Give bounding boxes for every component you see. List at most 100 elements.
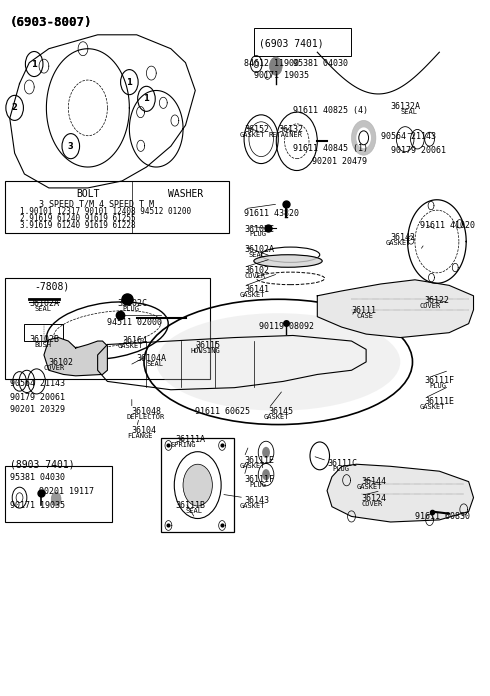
Text: 36115: 36115 — [196, 341, 220, 350]
Circle shape — [356, 127, 371, 148]
Text: BOLT: BOLT — [76, 189, 99, 199]
Text: SPRING: SPRING — [171, 442, 196, 448]
Text: (6903-8007): (6903-8007) — [10, 16, 92, 29]
Circle shape — [183, 464, 212, 506]
Text: PLUG: PLUG — [249, 231, 266, 237]
Text: 36164: 36164 — [122, 336, 147, 345]
Text: 361048: 361048 — [132, 407, 162, 416]
Text: (6903-8007): (6903-8007) — [10, 16, 92, 29]
Bar — [254, 28, 351, 56]
Text: GASKET: GASKET — [386, 240, 411, 246]
Text: GASKET: GASKET — [239, 292, 265, 298]
Text: 90201 20479: 90201 20479 — [313, 157, 368, 166]
Text: 90564 21143: 90564 21143 — [381, 132, 436, 141]
Text: GASKET: GASKET — [239, 463, 265, 469]
Text: 36141: 36141 — [244, 285, 269, 294]
Text: 36122: 36122 — [425, 296, 450, 305]
Text: GASKET: GASKET — [117, 343, 143, 349]
Text: SEAL: SEAL — [34, 306, 51, 313]
Text: (8903 7401): (8903 7401) — [10, 459, 74, 469]
Text: 36111B: 36111B — [176, 501, 206, 510]
Circle shape — [270, 57, 282, 75]
Bar — [5, 466, 112, 522]
Text: 36104: 36104 — [132, 426, 157, 435]
Bar — [5, 278, 210, 379]
Circle shape — [51, 492, 61, 506]
Text: 36102B: 36102B — [29, 335, 59, 345]
Bar — [5, 181, 229, 233]
Text: 2.91619 61240 91619 61255: 2.91619 61240 91619 61255 — [20, 214, 135, 223]
Text: 36102: 36102 — [49, 358, 74, 367]
Text: SEAL: SEAL — [186, 508, 202, 514]
Text: (6903 7401): (6903 7401) — [259, 38, 323, 48]
Text: 36111C: 36111C — [327, 459, 357, 468]
Circle shape — [262, 469, 270, 480]
Text: 36145: 36145 — [269, 407, 294, 416]
Text: 3 SPEED T/M 4 SPEED T M: 3 SPEED T/M 4 SPEED T M — [39, 199, 154, 208]
Text: COVER: COVER — [244, 273, 265, 279]
Text: 95381 04030: 95381 04030 — [293, 59, 348, 68]
Text: 36111F: 36111F — [244, 475, 274, 484]
Text: 91611 60830: 91611 60830 — [415, 512, 470, 521]
Text: 91611 40845 (1): 91611 40845 (1) — [293, 144, 368, 153]
Text: 36102A: 36102A — [244, 245, 274, 254]
Text: 1: 1 — [126, 78, 132, 86]
Text: 90564 21143: 90564 21143 — [10, 379, 65, 388]
Text: 90201 19117: 90201 19117 — [39, 487, 94, 496]
Text: 90179 20061: 90179 20061 — [391, 146, 445, 155]
Text: 36102C: 36102C — [244, 225, 274, 234]
Text: 3.91619 61240 91619 61228: 3.91619 61240 91619 61228 — [20, 221, 135, 230]
Text: 36132A: 36132A — [391, 102, 420, 111]
Text: 36102: 36102 — [244, 266, 269, 275]
Text: 36142: 36142 — [391, 233, 416, 242]
Text: 91611 40825 (4): 91611 40825 (4) — [293, 106, 368, 115]
Text: 36102A: 36102A — [29, 299, 59, 308]
Text: SEAL: SEAL — [147, 361, 164, 367]
Text: COVER: COVER — [361, 501, 383, 507]
Text: 90179 20061: 90179 20061 — [10, 393, 65, 402]
Polygon shape — [327, 464, 473, 522]
Bar — [161, 438, 234, 532]
Polygon shape — [44, 338, 107, 376]
Text: 95381 04030: 95381 04030 — [10, 473, 65, 482]
Text: BUSH: BUSH — [34, 342, 51, 349]
Text: GASKET: GASKET — [239, 503, 265, 509]
Text: PLUG: PLUG — [122, 306, 139, 313]
Text: 1: 1 — [31, 60, 37, 68]
Text: -7808): -7808) — [34, 282, 70, 292]
Circle shape — [262, 447, 270, 458]
Text: 36124: 36124 — [361, 494, 386, 503]
Text: 36111F: 36111F — [425, 376, 455, 385]
Text: DEFLECTOR: DEFLECTOR — [127, 414, 165, 420]
Text: COVER: COVER — [420, 303, 441, 309]
Text: 36152: 36152 — [244, 125, 269, 134]
Text: PLUG: PLUG — [249, 482, 266, 488]
Text: 36111A: 36111A — [176, 435, 206, 444]
Text: 33102C: 33102C — [117, 299, 147, 308]
Ellipse shape — [254, 255, 322, 267]
Ellipse shape — [156, 313, 400, 411]
Text: FLANGE: FLANGE — [127, 433, 152, 439]
Text: 3: 3 — [68, 142, 73, 150]
Text: 91611 41020: 91611 41020 — [420, 221, 475, 230]
Text: 90201 20329: 90201 20329 — [10, 405, 65, 414]
Text: 2: 2 — [12, 104, 18, 112]
Text: GASKET: GASKET — [356, 484, 382, 490]
Text: RETAINER: RETAINER — [269, 132, 302, 139]
Text: 90119 08092: 90119 08092 — [259, 322, 314, 331]
Text: 91611 43820: 91611 43820 — [244, 209, 299, 218]
Polygon shape — [318, 280, 473, 338]
Circle shape — [351, 120, 376, 155]
Text: GASKET: GASKET — [264, 414, 289, 420]
Text: PLUG: PLUG — [332, 466, 349, 473]
Text: 90171 19035: 90171 19035 — [10, 501, 65, 510]
Text: 1.90101 12317 90101 12408 94512 01200: 1.90101 12317 90101 12408 94512 01200 — [20, 207, 191, 216]
Text: 91611 60625: 91611 60625 — [196, 407, 250, 416]
Text: 84612 11900: 84612 11900 — [244, 59, 299, 68]
Text: COVER: COVER — [44, 365, 65, 372]
Text: 36144: 36144 — [361, 477, 386, 486]
Text: GASKET: GASKET — [239, 132, 265, 139]
Text: 36111E: 36111E — [425, 397, 455, 406]
Text: WASHER: WASHER — [168, 189, 203, 199]
Text: 36143: 36143 — [244, 496, 269, 505]
